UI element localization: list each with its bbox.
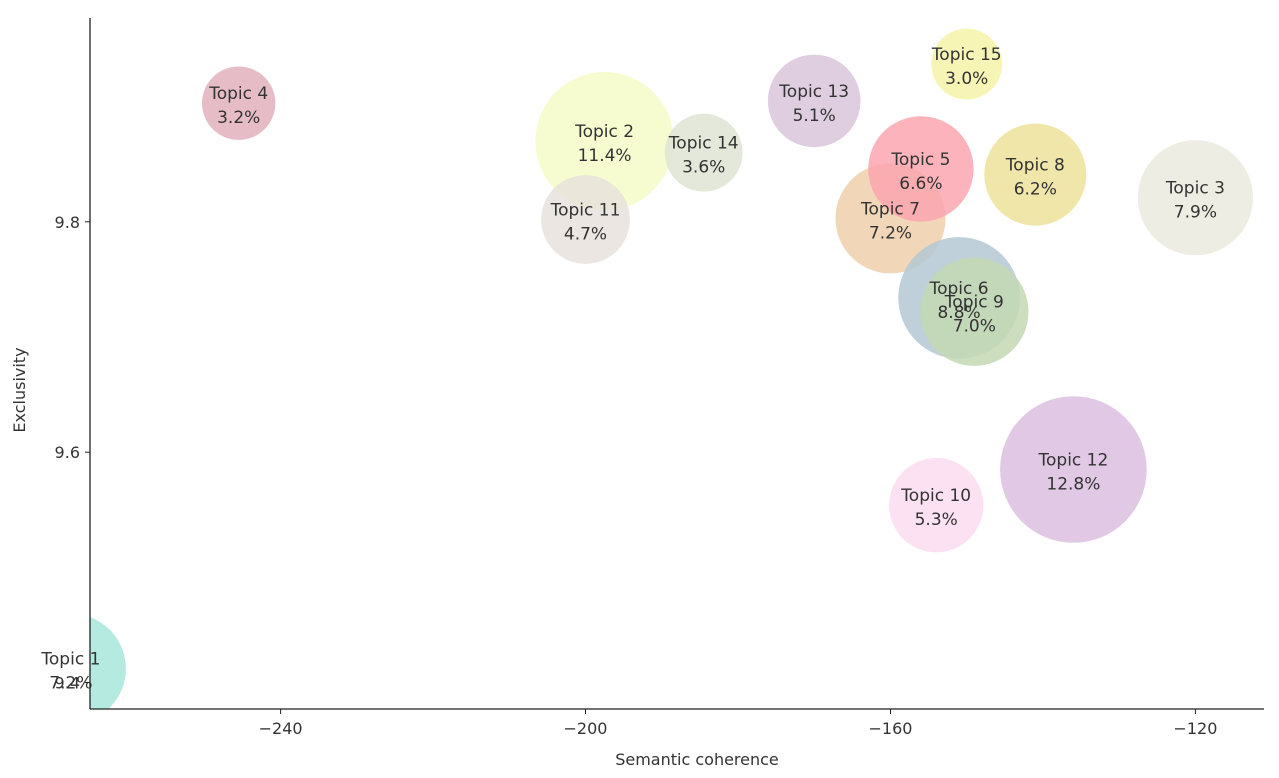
bubble-pct-topic-1: 7.2%: [49, 674, 92, 694]
bubble-name-topic-13: Topic 13: [778, 82, 849, 102]
bubble-name-topic-15: Topic 15: [931, 45, 1002, 65]
x-tick-label: −200: [564, 719, 608, 738]
bubble-pct-topic-13: 5.1%: [793, 106, 836, 126]
bubble-topic-12: [1000, 396, 1147, 543]
bubble-pct-topic-10: 5.3%: [915, 510, 958, 530]
bubble-topic-13: [767, 54, 861, 148]
bubble-pct-topic-12: 12.8%: [1046, 475, 1100, 495]
bubble-topic-2: [535, 72, 674, 211]
x-tick-label: −240: [259, 719, 303, 738]
bubble-topic-10: [889, 458, 984, 553]
bubble-name-topic-7: Topic 7: [860, 199, 920, 219]
bubble-label-layer: Topic 1 7.2% Topic 2 11.4% Topic 14 3.6% Topic…: [40, 45, 1224, 694]
bubble-pct-topic-2: 11.4%: [578, 146, 632, 166]
x-axis-title: Semantic coherence: [615, 750, 779, 769]
y-tick-label: 9.4: [55, 674, 80, 693]
bubble-pct-topic-8: 6.2%: [1014, 180, 1057, 200]
bubble-pct-topic-14: 3.6%: [682, 158, 725, 178]
bubble-pct-topic-4: 3.2%: [217, 108, 260, 128]
bubble-topic-14: [664, 113, 743, 192]
bubble-topic-5: [868, 116, 974, 222]
bubble-topic-4: [202, 66, 276, 140]
bubble-name-topic-14: Topic 14: [668, 134, 739, 154]
y-axis-title: Exclusivity: [10, 347, 29, 432]
bubble-topic-3: [1137, 140, 1253, 256]
bubble-name-topic-12: Topic 12: [1038, 451, 1109, 471]
bubble-name-topic-11: Topic 11: [550, 201, 621, 221]
bubble-topic-15: [931, 28, 1003, 100]
bubble-topic-11: [541, 175, 630, 264]
bubble-pct-topic-9: 7.0%: [953, 317, 996, 337]
bubble-pct-topic-11: 4.7%: [564, 225, 607, 245]
bubble-pct-topic-3: 7.9%: [1174, 203, 1217, 223]
bubble-name-topic-3: Topic 3: [1165, 179, 1225, 199]
x-axis-ticks: −240 −200 −160 −120: [259, 709, 1217, 738]
bubble-pct-topic-15: 3.0%: [945, 69, 988, 89]
bubble-pct-topic-6: 8.8%: [937, 303, 980, 323]
bubble-name-topic-6: Topic 6: [929, 279, 989, 299]
y-axis-ticks: 9.4 9.6 9.8: [55, 213, 90, 693]
bubble-topic-8: [984, 123, 1087, 226]
bubble-name-topic-10: Topic 10: [900, 486, 971, 506]
bubble-pct-topic-5: 6.6%: [899, 174, 942, 194]
bubble-topic-9: [920, 257, 1029, 366]
y-tick-label: 9.8: [55, 213, 80, 232]
bubble-name-topic-9: Topic 9: [944, 293, 1004, 313]
bubble-name-topic-4: Topic 4: [208, 84, 268, 104]
bubble-name-topic-8: Topic 8: [1005, 156, 1065, 176]
bubble-layer: [90, 28, 1253, 709]
bubble-pct-topic-7: 7.2%: [869, 223, 912, 243]
bubble-topic-1: [90, 617, 126, 709]
bubble-name-topic-5: Topic 5: [890, 150, 950, 170]
x-tick-label: −160: [869, 719, 913, 738]
x-tick-label: −120: [1173, 719, 1217, 738]
y-tick-label: 9.6: [55, 443, 80, 462]
bubble-name-topic-1: Topic 1: [40, 650, 100, 670]
bubble-name-topic-2: Topic 2: [574, 122, 634, 142]
